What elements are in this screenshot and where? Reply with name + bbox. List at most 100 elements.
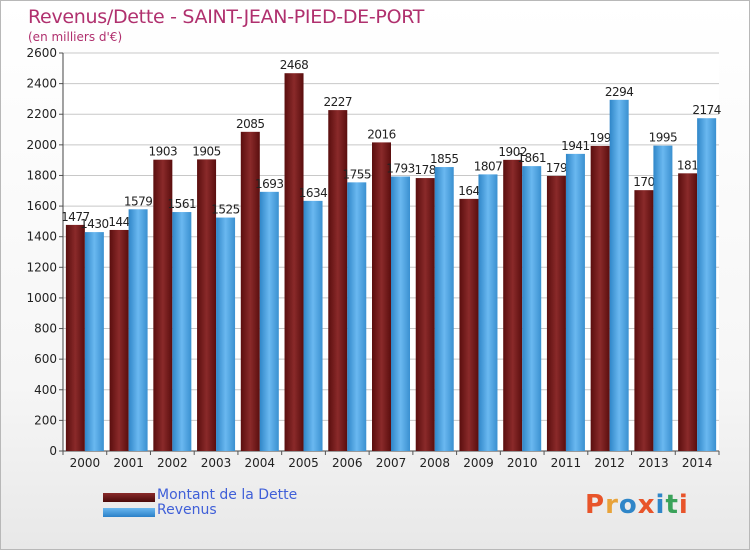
y-tick-label: 200 <box>34 413 57 427</box>
bar-dette <box>546 175 566 451</box>
data-label-revenus: 1634 <box>299 186 328 200</box>
data-label-revenus: 1561 <box>168 197 197 211</box>
logo-letter: x <box>637 490 656 520</box>
y-tick-label: 800 <box>34 322 57 336</box>
data-label-dette: 1903 <box>149 145 178 159</box>
y-tick-label: 2600 <box>26 46 57 60</box>
x-tick-label: 2008 <box>419 456 450 470</box>
logo-letter: P <box>585 490 606 520</box>
bar-revenus <box>172 212 192 451</box>
data-label-revenus: 1755 <box>342 167 371 181</box>
x-tick-label: 2002 <box>157 456 188 470</box>
x-tick-label: 2013 <box>638 456 669 470</box>
x-tick-label: 2009 <box>463 456 494 470</box>
bar-dette <box>372 142 391 452</box>
data-label-dette: 164 <box>458 184 479 198</box>
data-label-dette: 1902 <box>498 145 527 159</box>
bar-revenus <box>303 200 323 451</box>
legend-label-dette: Montant de la Dette <box>157 487 298 503</box>
bar-dette <box>415 178 435 451</box>
legend-swatch-dette <box>103 493 155 502</box>
bar-revenus <box>347 182 367 451</box>
bar-dette <box>153 159 173 451</box>
bar-dette <box>284 73 304 452</box>
bar-revenus <box>216 217 236 451</box>
data-label-dette: 1477 <box>61 210 90 224</box>
data-label-revenus: 1855 <box>430 152 459 166</box>
data-label-dette: 179 <box>546 161 567 175</box>
y-tick-label: 1000 <box>26 291 57 305</box>
y-tick-label: 1600 <box>26 199 57 213</box>
y-tick-label: 600 <box>34 352 57 366</box>
data-label-dette: 1905 <box>192 144 221 158</box>
bar-dette <box>109 229 129 451</box>
data-label-revenus: 1941 <box>561 139 590 153</box>
x-tick-label: 2005 <box>288 456 319 470</box>
data-label-dette: 2468 <box>280 58 309 72</box>
logo-letter: i <box>655 490 666 520</box>
bar-dette <box>65 224 85 451</box>
bar-dette <box>678 173 698 451</box>
x-tick-label: 2007 <box>376 456 407 470</box>
data-label-revenus: 1430 <box>80 217 109 231</box>
y-tick-label: 2400 <box>26 77 57 91</box>
data-label-dette: 144 <box>108 215 129 229</box>
logo-letter: t <box>665 490 679 520</box>
data-label-dette: 170 <box>633 175 654 189</box>
bar-dette <box>590 145 610 451</box>
data-label-revenus: 1525 <box>211 203 240 217</box>
y-tick-label: 1200 <box>26 260 57 274</box>
data-label-dette: 181 <box>677 158 698 172</box>
x-tick-label: 2000 <box>70 456 101 470</box>
data-label-revenus: 1861 <box>517 151 546 165</box>
y-tick-label: 0 <box>49 444 57 458</box>
bar-revenus <box>391 176 410 451</box>
data-label-dette: 2016 <box>367 127 396 141</box>
data-label-revenus: 1793 <box>386 162 415 176</box>
data-label-revenus: 1995 <box>649 131 678 145</box>
bar-dette <box>503 159 523 451</box>
legend-label-revenus: Revenus <box>157 502 217 518</box>
bar-revenus <box>565 153 585 451</box>
bar-revenus <box>697 118 717 452</box>
x-tick-label: 2004 <box>245 456 276 470</box>
bar-dette <box>240 131 260 452</box>
y-tick-label: 2200 <box>26 107 57 121</box>
data-label-revenus: 2174 <box>692 103 721 117</box>
bar-dette <box>634 190 654 451</box>
y-tick-label: 1800 <box>26 168 57 182</box>
bar-dette <box>459 198 479 451</box>
bar-revenus <box>128 209 148 451</box>
bar-revenus <box>522 166 542 451</box>
x-tick-label: 2010 <box>507 456 538 470</box>
data-label-dette: 2085 <box>236 117 265 131</box>
chart-title: Revenus/Dette - SAINT-JEAN-PIED-DE-PORT <box>28 6 425 28</box>
data-label-dette: 2227 <box>323 95 352 109</box>
y-tick-label: 1400 <box>26 230 57 244</box>
bar-revenus <box>478 174 498 451</box>
x-tick-label: 2006 <box>332 456 363 470</box>
logo-letter: o <box>618 490 638 520</box>
data-label-revenus: 1807 <box>474 159 503 173</box>
legend-swatch-revenus <box>103 508 155 517</box>
y-tick-label: 2000 <box>26 138 57 152</box>
data-label-revenus: 1693 <box>255 177 284 191</box>
proxiti-logo: Proxiti <box>585 490 689 520</box>
bar-revenus <box>84 232 104 451</box>
logo-letter: r <box>605 490 619 520</box>
x-tick-label: 2014 <box>682 456 713 470</box>
bar-revenus <box>653 145 673 451</box>
data-label-revenus: 1579 <box>124 194 153 208</box>
y-tick-label: 400 <box>34 383 57 397</box>
data-label-revenus: 2294 <box>605 85 634 99</box>
data-label-dette: 178 <box>415 163 436 177</box>
bar-dette <box>197 159 217 451</box>
bar-revenus <box>259 191 279 452</box>
bar-revenus <box>609 99 629 451</box>
x-tick-label: 2001 <box>113 456 144 470</box>
chart-subtitle: (en milliers d'€) <box>28 30 123 44</box>
bar-dette <box>328 110 348 452</box>
x-tick-label: 2011 <box>551 456 582 470</box>
x-tick-label: 2012 <box>594 456 625 470</box>
